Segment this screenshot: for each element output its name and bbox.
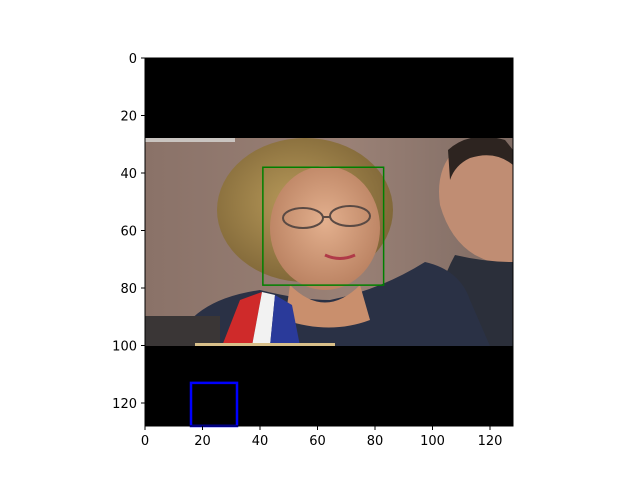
x-tick-label: 20 bbox=[194, 434, 211, 449]
photo bbox=[145, 138, 513, 346]
axis-ticks: 0 20 40 60 80 100 120 0 20 40 60 80 100 120 bbox=[112, 52, 502, 449]
background-person bbox=[439, 138, 513, 270]
y-tick-label: 20 bbox=[120, 110, 137, 125]
x-tick-label: 40 bbox=[252, 434, 269, 449]
face-detection-box bbox=[262, 166, 385, 286]
sash bbox=[222, 292, 262, 346]
y-tick-label: 60 bbox=[120, 225, 137, 240]
y-tick-label: 0 bbox=[129, 52, 137, 67]
y-tick-label: 40 bbox=[120, 167, 137, 182]
x-tick-label: 100 bbox=[420, 434, 445, 449]
y-tick-label: 100 bbox=[112, 340, 137, 355]
y-tick-label: 80 bbox=[120, 282, 137, 297]
x-tick-label: 0 bbox=[141, 434, 149, 449]
x-tick-label: 120 bbox=[478, 434, 503, 449]
x-tick-label: 60 bbox=[309, 434, 326, 449]
x-tick-label: 80 bbox=[367, 434, 384, 449]
y-tick-label: 120 bbox=[112, 397, 137, 412]
face bbox=[270, 166, 380, 290]
axes-frame bbox=[144, 57, 514, 427]
